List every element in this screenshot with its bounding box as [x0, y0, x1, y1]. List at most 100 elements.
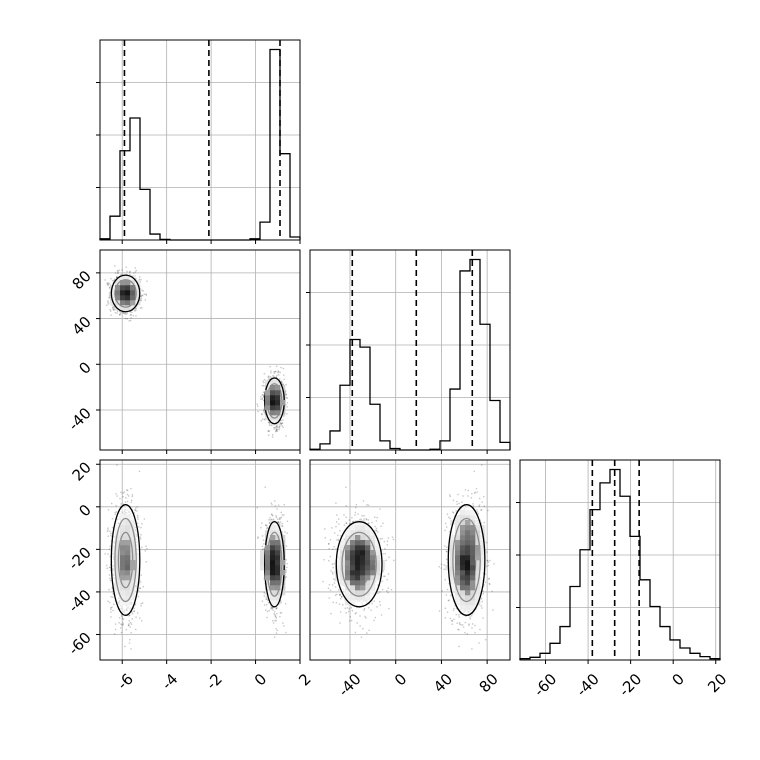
- sample-point: [269, 422, 271, 424]
- sample-point: [140, 295, 142, 298]
- density-core-cell: [125, 295, 131, 301]
- sample-point: [109, 601, 111, 604]
- density-core-cell: [270, 385, 276, 391]
- sample-point: [256, 403, 258, 405]
- sample-point: [115, 493, 117, 495]
- sample-point: [257, 536, 259, 538]
- sample-point: [262, 391, 265, 393]
- density-core-cell: [125, 300, 131, 306]
- sample-point: [141, 294, 144, 297]
- sample-point: [104, 553, 106, 555]
- sample-point: [136, 514, 139, 517]
- sample-point: [138, 470, 141, 473]
- panel-content: [104, 464, 289, 650]
- sample-point: [116, 276, 118, 279]
- sample-point: [117, 272, 119, 274]
- sample-point: [134, 509, 136, 511]
- sample-point: [276, 508, 278, 510]
- sample-point: [279, 612, 282, 614]
- sample-point: [141, 307, 143, 309]
- hist-panel-0: [96, 39, 301, 244]
- sample-point: [120, 491, 122, 494]
- sample-point: [141, 546, 143, 549]
- sample-point: [119, 497, 121, 500]
- sample-point: [262, 539, 265, 541]
- sample-point: [270, 604, 272, 607]
- sample-point: [110, 608, 112, 610]
- sample-point: [118, 269, 120, 271]
- sample-point: [275, 365, 278, 367]
- sample-point: [268, 522, 271, 524]
- sample-point: [107, 301, 109, 303]
- sample-point: [273, 426, 275, 429]
- sample-point: [272, 518, 275, 520]
- sample-point: [108, 292, 111, 294]
- sample-point: [128, 320, 130, 322]
- sample-point: [265, 609, 267, 611]
- x-tick-label: -20: [615, 670, 645, 700]
- density-core-cell: [265, 390, 271, 396]
- sample-point: [129, 638, 131, 641]
- sample-point: [275, 607, 278, 609]
- sample-point: [273, 371, 275, 373]
- x-tick-label: 0: [668, 670, 687, 689]
- sample-point: [108, 296, 111, 298]
- sample-point: [280, 366, 282, 369]
- sample-point: [276, 612, 278, 615]
- density-core-cell: [265, 395, 271, 401]
- sample-point: [284, 390, 287, 392]
- sample-point: [273, 428, 276, 430]
- sample-point: [280, 380, 283, 383]
- sample-point: [281, 425, 283, 427]
- panel-content: [104, 265, 289, 438]
- sample-point: [280, 516, 283, 519]
- sample-point: [141, 620, 143, 622]
- sample-point: [282, 383, 285, 386]
- sample-point: [275, 429, 278, 432]
- sample-point: [271, 607, 273, 610]
- sample-point: [261, 413, 263, 415]
- sample-point: [119, 313, 121, 316]
- sample-point: [266, 527, 268, 530]
- sample-point: [278, 374, 280, 376]
- sample-point: [111, 535, 113, 538]
- sample-point: [130, 499, 133, 502]
- sample-point: [126, 493, 129, 496]
- sample-point: [276, 428, 278, 430]
- sample-point: [140, 581, 142, 583]
- sample-point: [275, 425, 278, 427]
- sample-point: [117, 270, 119, 273]
- sample-point: [266, 616, 268, 619]
- sample-point: [275, 430, 277, 433]
- sample-point: [286, 532, 288, 534]
- sample-point: [115, 511, 118, 513]
- sample-point: [134, 603, 137, 606]
- sample-point: [109, 569, 112, 572]
- sample-point: [144, 299, 146, 301]
- sample-point: [286, 563, 288, 565]
- sample-point: [107, 529, 109, 531]
- x-tick-label: -40: [573, 670, 603, 700]
- panel-frame: [309, 249, 511, 451]
- sample-point: [261, 600, 264, 602]
- sample-point: [143, 293, 146, 295]
- sample-point: [141, 523, 143, 525]
- sample-point: [263, 385, 265, 387]
- sample-point: [266, 610, 269, 613]
- density-core-cell: [270, 400, 276, 406]
- sample-point: [260, 527, 262, 529]
- sample-point: [140, 526, 142, 529]
- sample-point: [279, 615, 281, 618]
- sample-point: [111, 307, 114, 309]
- sample-point: [283, 503, 285, 506]
- sample-point: [131, 613, 134, 615]
- sample-point: [116, 276, 118, 278]
- hist-panel-1: [306, 249, 511, 454]
- sample-point: [263, 395, 265, 397]
- density-core-cell: [115, 295, 121, 301]
- sample-point: [266, 604, 268, 606]
- sample-point: [281, 382, 283, 384]
- sample-point: [132, 272, 135, 274]
- sample-point: [145, 294, 147, 296]
- sample-point: [283, 625, 285, 627]
